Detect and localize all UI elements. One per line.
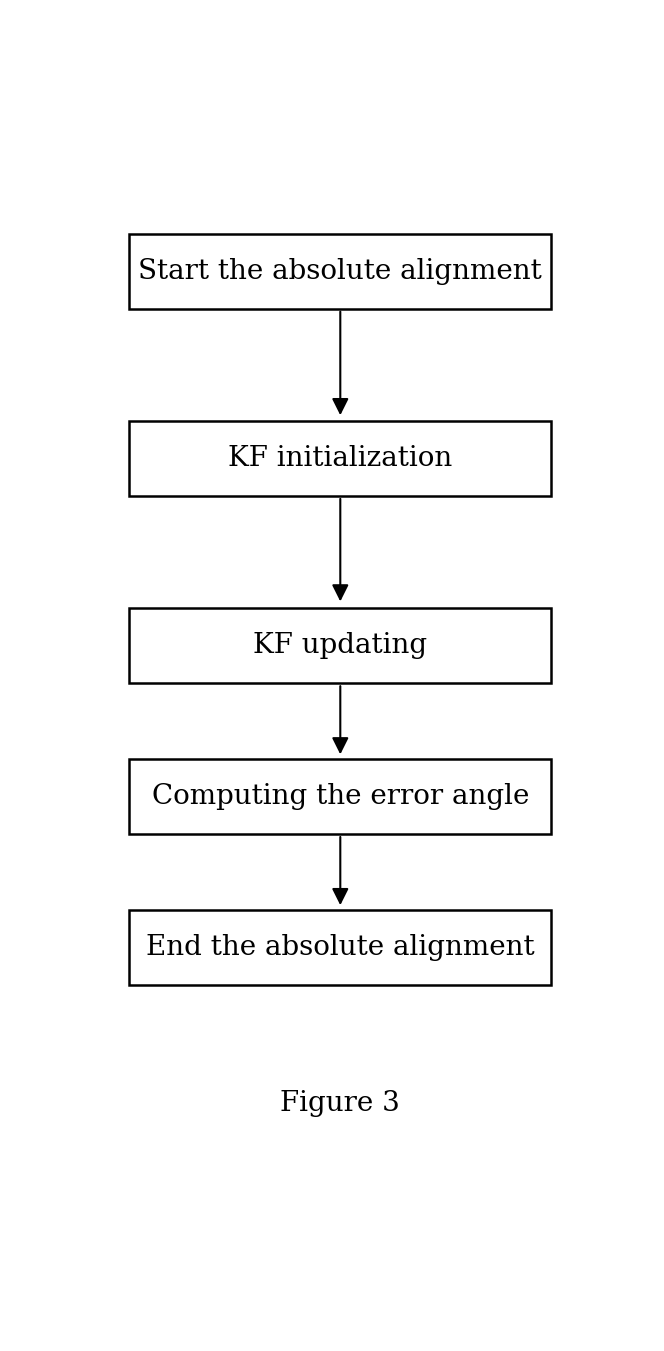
FancyBboxPatch shape: [129, 759, 551, 834]
Text: Start the absolute alignment: Start the absolute alignment: [138, 258, 542, 285]
Text: KF initialization: KF initialization: [228, 444, 452, 471]
Text: KF updating: KF updating: [253, 632, 428, 659]
FancyBboxPatch shape: [129, 608, 551, 684]
Text: Computing the error angle: Computing the error angle: [151, 784, 529, 811]
FancyBboxPatch shape: [129, 911, 551, 985]
Text: End the absolute alignment: End the absolute alignment: [146, 934, 535, 961]
Text: Figure 3: Figure 3: [280, 1090, 400, 1117]
FancyBboxPatch shape: [129, 234, 551, 309]
FancyBboxPatch shape: [129, 422, 551, 496]
